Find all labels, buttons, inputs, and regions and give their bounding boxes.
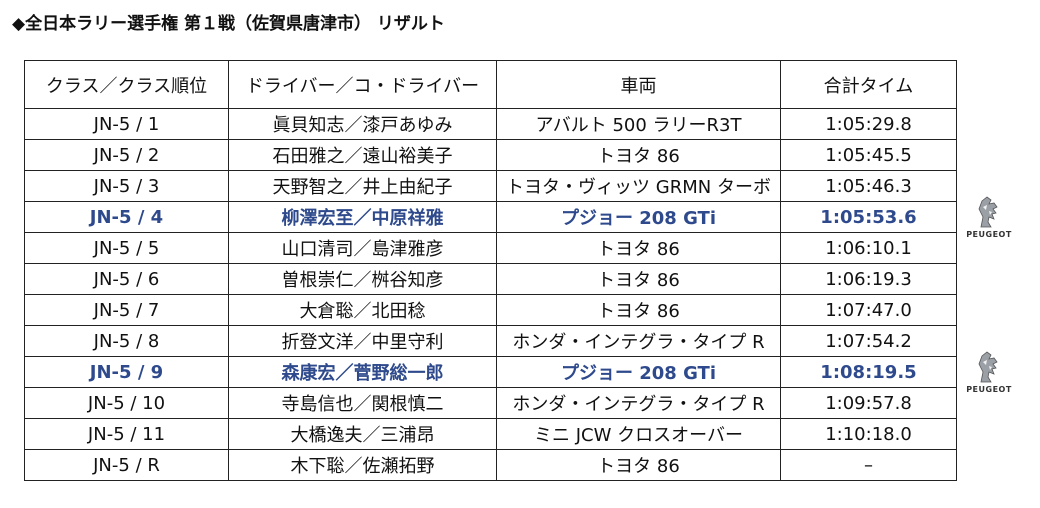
- cell-time: 1:07:47.0: [780, 294, 957, 326]
- header-total-time: 合計タイム: [780, 60, 957, 109]
- cell-class: JN-5 / 8: [24, 325, 229, 357]
- results-body: JN-5 / 1 眞貝知志／漆戸あゆみ アバルト 500 ラリーR3T 1:05:29…: [24, 108, 957, 481]
- peugeot-logo: PEUGEOT: [950, 350, 1028, 394]
- cell-time: 1:06:10.1: [780, 232, 957, 264]
- peugeot-wordmark: PEUGEOT: [966, 229, 1012, 239]
- cell-class: JN-5 / 1: [24, 108, 229, 140]
- peugeot-lion-icon: [950, 195, 1028, 229]
- table-row: JN-5 / 7 大倉聡／北田稔 トヨタ 86 1:07:47.0: [24, 294, 957, 326]
- table-row: JN-5 / 3 天野智之／井上由紀子 トヨタ・ヴィッツ GRMN ターボ 1:05:…: [24, 170, 957, 202]
- cell-driver: 大橋逸夫／三浦昂: [228, 418, 497, 450]
- cell-class: JN-5 / 6: [24, 263, 229, 295]
- cell-car: トヨタ 86: [496, 139, 781, 171]
- cell-class: JN-5 / 3: [24, 170, 229, 202]
- table-row: JN-5 / 5 山口清司／島津雅彦 トヨタ 86 1:06:10.1: [24, 232, 957, 264]
- cell-time: 1:05:29.8: [780, 108, 957, 140]
- cell-driver: 大倉聡／北田稔: [228, 294, 497, 326]
- cell-car: アバルト 500 ラリーR3T: [496, 108, 781, 140]
- cell-car: トヨタ・ヴィッツ GRMN ターボ: [496, 170, 781, 202]
- cell-car: トヨタ 86: [496, 294, 781, 326]
- header-class: クラス／クラス順位: [24, 60, 229, 109]
- cell-car: トヨタ 86: [496, 449, 781, 481]
- cell-car: ミニ JCW クロスオーバー: [496, 418, 781, 450]
- cell-car: ホンダ・インテグラ・タイプ R: [496, 325, 781, 357]
- table-row: JN-5 / 11 大橋逸夫／三浦昂 ミニ JCW クロスオーバー 1:10:18.0: [24, 418, 957, 450]
- results-table: クラス／クラス順位 ドライバー／コ・ドライバー 車両 合計タイム JN-5 / …: [24, 60, 957, 481]
- cell-class: JN-5 / 5: [24, 232, 229, 264]
- cell-time: 1:06:19.3: [780, 263, 957, 295]
- table-row: JN-5 / 9 森康宏／菅野総一郎 プジョー 208 GTi 1:08:19.5: [24, 356, 957, 388]
- cell-driver: 柳澤宏至／中原祥雅: [228, 201, 497, 233]
- cell-driver: 天野智之／井上由紀子: [228, 170, 497, 202]
- table-row: JN-5 / 10 寺島信也／関根慎二 ホンダ・インテグラ・タイプ R 1:09:57…: [24, 387, 957, 419]
- table-row: JN-5 / 1 眞貝知志／漆戸あゆみ アバルト 500 ラリーR3T 1:05:29…: [24, 108, 957, 140]
- cell-time: 1:10:18.0: [780, 418, 957, 450]
- cell-driver: 眞貝知志／漆戸あゆみ: [228, 108, 497, 140]
- cell-class: JN-5 / 7: [24, 294, 229, 326]
- table-row: JN-5 / 6 曽根崇仁／桝谷知彦 トヨタ 86 1:06:19.3: [24, 263, 957, 295]
- table-row: JN-5 / 4 柳澤宏至／中原祥雅 プジョー 208 GTi 1:05:53.6: [24, 201, 957, 233]
- cell-class: JN-5 / 9: [24, 356, 229, 388]
- cell-class: JN-5 / R: [24, 449, 229, 481]
- cell-driver: 木下聡／佐瀬拓野: [228, 449, 497, 481]
- table-header-row: クラス／クラス順位 ドライバー／コ・ドライバー 車両 合計タイム: [24, 60, 957, 109]
- peugeot-wordmark: PEUGEOT: [966, 384, 1012, 394]
- peugeot-logo: PEUGEOT: [950, 195, 1028, 239]
- table-row: JN-5 / R 木下聡／佐瀬拓野 トヨタ 86–: [24, 449, 957, 481]
- table-row: JN-5 / 8 折登文洋／中里守利 ホンダ・インテグラ・タイプ R 1:07:54.…: [24, 325, 957, 357]
- cell-time: 1:07:54.2: [780, 325, 957, 357]
- cell-driver: 寺島信也／関根慎二: [228, 387, 497, 419]
- cell-driver: 森康宏／菅野総一郎: [228, 356, 497, 388]
- cell-class: JN-5 / 2: [24, 139, 229, 171]
- cell-car: トヨタ 86: [496, 263, 781, 295]
- cell-time: 1:05:53.6: [780, 201, 957, 233]
- cell-driver: 山口清司／島津雅彦: [228, 232, 497, 264]
- header-driver: ドライバー／コ・ドライバー: [228, 60, 497, 109]
- cell-time: 1:09:57.8: [780, 387, 957, 419]
- header-car: 車両: [496, 60, 781, 109]
- cell-time: 1:05:45.5: [780, 139, 957, 171]
- cell-car: ホンダ・インテグラ・タイプ R: [496, 387, 781, 419]
- cell-driver: 石田雅之／遠山裕美子: [228, 139, 497, 171]
- cell-class: JN-5 / 10: [24, 387, 229, 419]
- peugeot-lion-icon: [950, 350, 1028, 384]
- cell-car: プジョー 208 GTi: [496, 201, 781, 233]
- cell-class: JN-5 / 11: [24, 418, 229, 450]
- cell-car: プジョー 208 GTi: [496, 356, 781, 388]
- cell-driver: 折登文洋／中里守利: [228, 325, 497, 357]
- cell-time: 1:05:46.3: [780, 170, 957, 202]
- cell-driver: 曽根崇仁／桝谷知彦: [228, 263, 497, 295]
- table-row: JN-5 / 2 石田雅之／遠山裕美子 トヨタ 86 1:05:45.5: [24, 139, 957, 171]
- cell-class: JN-5 / 4: [24, 201, 229, 233]
- cell-time: –: [780, 449, 957, 481]
- cell-time: 1:08:19.5: [780, 356, 957, 388]
- cell-car: トヨタ 86: [496, 232, 781, 264]
- page-title: ◆全日本ラリー選手権 第１戦（佐賀県唐津市） リザルト: [12, 14, 445, 34]
